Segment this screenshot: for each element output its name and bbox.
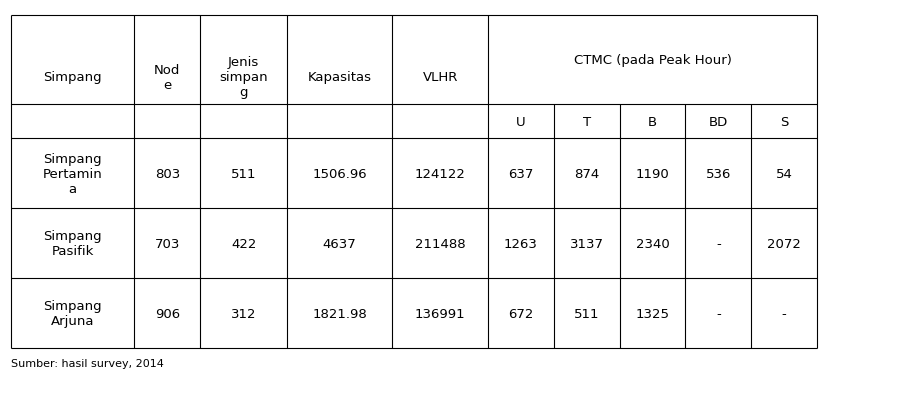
Text: Simpang
Pasifik: Simpang Pasifik: [43, 230, 102, 258]
Text: 1325: 1325: [635, 307, 670, 320]
Text: 124122: 124122: [415, 167, 465, 180]
Text: 672: 672: [508, 307, 534, 320]
Text: 906: 906: [154, 307, 180, 320]
Text: -: -: [781, 307, 787, 320]
Text: 1506.96: 1506.96: [313, 167, 367, 180]
Text: VLHR: VLHR: [422, 71, 458, 84]
Text: Simpang: Simpang: [43, 71, 102, 84]
Text: 312: 312: [231, 307, 256, 320]
Text: T: T: [583, 115, 590, 128]
Text: BD: BD: [708, 115, 728, 128]
Text: 1190: 1190: [636, 167, 669, 180]
Text: Nod
e: Nod e: [154, 64, 180, 92]
Text: U: U: [516, 115, 526, 128]
Text: -: -: [716, 307, 721, 320]
Text: 136991: 136991: [415, 307, 465, 320]
Text: Kapasitas: Kapasitas: [307, 71, 372, 84]
Text: 3137: 3137: [569, 237, 604, 250]
Text: 54: 54: [776, 167, 792, 180]
Text: 422: 422: [231, 237, 256, 250]
Text: Sumber: hasil survey, 2014: Sumber: hasil survey, 2014: [11, 358, 164, 369]
Text: 637: 637: [508, 167, 534, 180]
Text: 703: 703: [154, 237, 180, 250]
Text: Simpang
Pertamin
a: Simpang Pertamin a: [43, 152, 102, 195]
Text: Jenis
simpan
g: Jenis simpan g: [219, 56, 268, 99]
Text: 1821.98: 1821.98: [313, 307, 367, 320]
Text: 511: 511: [574, 307, 600, 320]
Text: 4637: 4637: [323, 237, 356, 250]
Text: -: -: [716, 237, 721, 250]
Text: 874: 874: [574, 167, 600, 180]
Text: Simpang
Arjuna: Simpang Arjuna: [43, 299, 102, 327]
Text: B: B: [648, 115, 657, 128]
Text: 211488: 211488: [415, 237, 465, 250]
Text: CTMC (pada Peak Hour): CTMC (pada Peak Hour): [574, 54, 731, 67]
Text: 2340: 2340: [636, 237, 669, 250]
Text: 2072: 2072: [767, 237, 802, 250]
Text: S: S: [780, 115, 789, 128]
Text: 511: 511: [231, 167, 256, 180]
Text: 1263: 1263: [504, 237, 538, 250]
Text: 536: 536: [706, 167, 731, 180]
Text: 803: 803: [154, 167, 180, 180]
